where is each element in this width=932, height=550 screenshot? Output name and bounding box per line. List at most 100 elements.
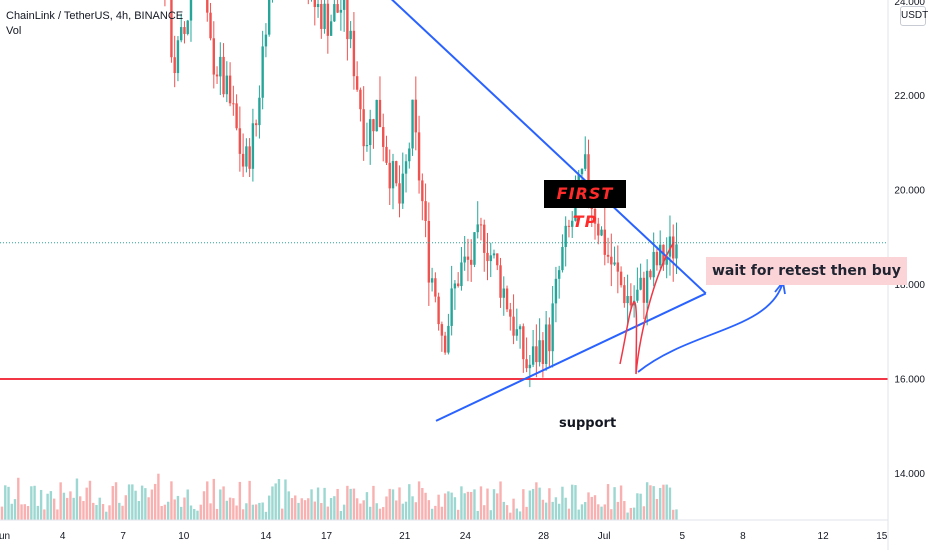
volume-bar (82, 501, 85, 520)
volume-bar (98, 497, 101, 520)
candle (248, 146, 251, 169)
candle (636, 289, 639, 301)
candle (613, 262, 616, 265)
volume-bar (518, 511, 522, 520)
volume-bar (509, 512, 512, 520)
y-tick-label: 20.000 (894, 186, 925, 197)
volume-bar (466, 491, 470, 520)
x-tick-label: 8 (740, 531, 746, 542)
candle (391, 161, 395, 189)
candle (258, 97, 261, 126)
volume-bar (486, 488, 489, 520)
volume-bar (170, 481, 173, 520)
x-tick-label: 7 (120, 531, 126, 542)
volume-bar (359, 503, 362, 520)
candle (603, 229, 606, 255)
volume-bar (525, 506, 528, 520)
candle (225, 75, 229, 95)
candle (564, 225, 567, 247)
volume-bar (43, 509, 46, 520)
candle (476, 224, 479, 233)
volume-bar (0, 506, 4, 520)
volume-bar (597, 504, 600, 520)
candle (365, 145, 369, 147)
volume-bar (163, 504, 167, 520)
candle (580, 168, 584, 175)
volume-bar (121, 505, 124, 520)
candle (535, 346, 538, 363)
volume-bar (225, 500, 229, 520)
volume-bar (636, 493, 639, 520)
volume-bar (675, 509, 678, 520)
candle (450, 288, 453, 326)
candle (254, 123, 258, 126)
volume-bar (489, 510, 492, 520)
volume-bar (323, 487, 326, 520)
volume-bar (528, 490, 532, 520)
volume-bar (531, 488, 535, 520)
volume-bar (456, 509, 460, 520)
volume-bar (642, 506, 646, 520)
candle (544, 324, 548, 364)
volume-bar (378, 508, 382, 520)
volume-bar (447, 491, 450, 520)
candle (597, 223, 600, 236)
x-tick-label: 12 (818, 531, 830, 542)
candle (411, 99, 414, 149)
volume-bar (613, 487, 616, 520)
volume-bar (313, 501, 316, 520)
volume-bar (176, 495, 180, 520)
y-tick-label: 18.000 (894, 280, 925, 291)
volume-bar (502, 501, 505, 520)
volume-bar (303, 500, 307, 520)
candle (528, 364, 532, 369)
volume-bar (4, 485, 7, 520)
volume-bar (52, 498, 56, 520)
volume-bar (7, 486, 10, 520)
volume-bar (13, 499, 17, 520)
candle (456, 283, 460, 287)
volume-bar (616, 501, 620, 520)
candle (499, 265, 502, 298)
volume-bar (26, 505, 30, 520)
volume-bar (541, 499, 545, 520)
y-tick-label: 24.000 (894, 0, 925, 8)
volume-bar (421, 487, 424, 520)
red-projection-arrow (619, 241, 675, 375)
volume-bar (297, 502, 300, 520)
candle (463, 256, 466, 263)
y-tick-label: 16.000 (894, 374, 925, 385)
candle (619, 271, 623, 286)
candle (212, 38, 215, 75)
volume-bar (219, 489, 222, 520)
volume-bar (372, 485, 375, 520)
volume-bar (23, 504, 27, 520)
candle (466, 256, 470, 260)
support-label: support (559, 416, 617, 431)
volume-bar (548, 488, 551, 520)
volume-bar (92, 502, 95, 520)
volume-bar (222, 486, 225, 520)
unit-button[interactable]: USDT (900, 6, 928, 26)
x-tick-label: 4 (60, 531, 66, 542)
volume-bar (62, 492, 66, 520)
volume-bar (404, 501, 408, 520)
volume-bar (561, 486, 564, 520)
volume-bar (535, 482, 538, 520)
candle (434, 278, 437, 297)
x-tick-label: 28 (538, 531, 550, 542)
candle (427, 220, 431, 283)
volume-bar (476, 510, 479, 520)
candle (333, 4, 336, 22)
volume-bar (202, 491, 206, 520)
volume-bar (111, 486, 114, 520)
volume-bar (339, 511, 343, 520)
volume-bar (567, 508, 571, 520)
volume-bar (479, 486, 483, 520)
candle (561, 246, 564, 271)
y-tick-label: 14.000 (894, 469, 925, 480)
candle (652, 251, 655, 278)
volume-bar (414, 502, 418, 520)
volume-bar (587, 492, 590, 520)
